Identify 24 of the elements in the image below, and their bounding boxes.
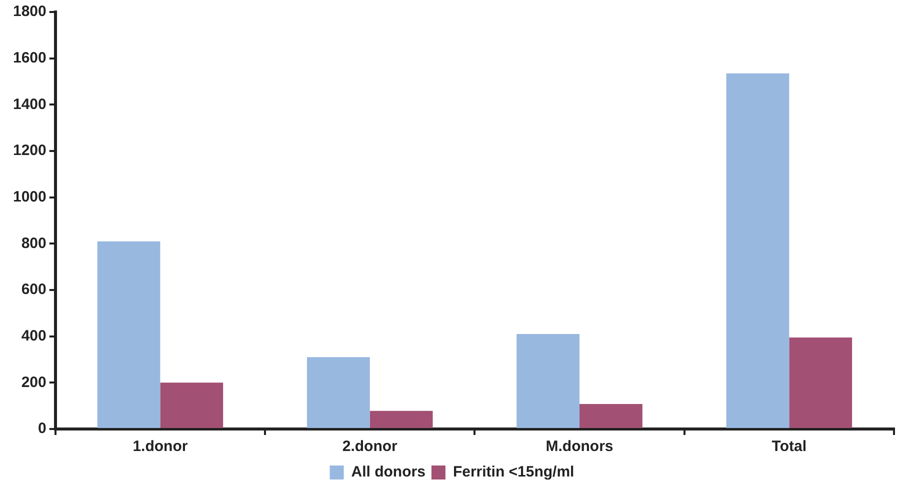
bar xyxy=(516,334,580,428)
x-tick-label: Total xyxy=(772,438,807,456)
bar xyxy=(789,337,852,428)
y-tick-label: 1600 xyxy=(12,49,46,66)
y-tick-label: 1200 xyxy=(12,142,46,160)
y-tick-label: 400 xyxy=(21,327,46,344)
bar xyxy=(97,241,160,428)
x-tick-label: 2.donor xyxy=(342,438,398,456)
x-tick-label: M.donors xyxy=(546,438,614,456)
y-tick-label: 1000 xyxy=(12,188,46,206)
bar xyxy=(160,382,224,428)
y-tick-label: 600 xyxy=(21,281,46,298)
y-tick-label: 1400 xyxy=(12,96,46,113)
y-tick-label: 1800 xyxy=(12,3,46,20)
y-tick-label: 0 xyxy=(38,420,46,438)
bar xyxy=(726,73,790,428)
y-tick-label: 800 xyxy=(21,234,46,252)
y-tick-label: 200 xyxy=(21,374,46,391)
bar xyxy=(370,410,433,428)
x-tick-label: 1.donor xyxy=(132,438,188,456)
legend-label: Ferritin <15ng/ml xyxy=(452,464,574,481)
bar xyxy=(306,357,370,428)
legend-label: All donors xyxy=(351,464,426,481)
bar xyxy=(580,404,642,428)
